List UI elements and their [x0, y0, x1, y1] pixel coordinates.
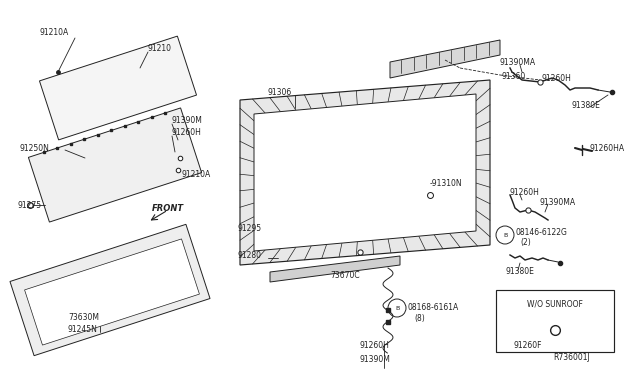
Text: 91390MA: 91390MA — [540, 198, 576, 206]
Text: 91390M: 91390M — [172, 115, 203, 125]
Text: 91280: 91280 — [238, 250, 262, 260]
Polygon shape — [28, 108, 202, 222]
Text: 91390M: 91390M — [360, 356, 391, 365]
Polygon shape — [270, 256, 400, 282]
Text: 91210: 91210 — [148, 44, 172, 52]
Text: 91245N: 91245N — [68, 326, 98, 334]
Text: 91360: 91360 — [502, 71, 526, 80]
Text: R736001J: R736001J — [553, 353, 590, 362]
Text: -91310N: -91310N — [430, 179, 463, 187]
Text: 91260H: 91260H — [542, 74, 572, 83]
Text: 91250N: 91250N — [20, 144, 50, 153]
Text: FRONT: FRONT — [152, 203, 184, 212]
Text: B: B — [395, 305, 399, 311]
Text: 91260HA: 91260HA — [590, 144, 625, 153]
Text: 91295: 91295 — [238, 224, 262, 232]
Polygon shape — [254, 94, 476, 251]
Polygon shape — [240, 80, 490, 265]
Text: 91380E: 91380E — [572, 100, 601, 109]
Text: 91210A: 91210A — [40, 28, 69, 36]
Text: 91260F: 91260F — [514, 341, 543, 350]
Polygon shape — [390, 40, 500, 78]
Text: 08168-6161A: 08168-6161A — [408, 304, 460, 312]
Text: 91380E: 91380E — [506, 267, 535, 276]
FancyBboxPatch shape — [496, 290, 614, 352]
Text: 91275: 91275 — [18, 201, 42, 209]
Text: 91306: 91306 — [268, 87, 292, 96]
Text: W/O SUNROOF: W/O SUNROOF — [527, 299, 583, 308]
Text: (8): (8) — [414, 314, 425, 323]
Text: 91210A: 91210A — [182, 170, 211, 179]
Text: 91260H: 91260H — [360, 340, 390, 350]
Text: (2): (2) — [520, 237, 531, 247]
Text: 08146-6122G: 08146-6122G — [516, 228, 568, 237]
Text: 73670C: 73670C — [330, 270, 360, 279]
Text: 91390MA: 91390MA — [500, 58, 536, 67]
Polygon shape — [24, 239, 200, 345]
Text: 91260H: 91260H — [510, 187, 540, 196]
Polygon shape — [10, 224, 210, 356]
Polygon shape — [40, 36, 196, 140]
Text: B: B — [503, 232, 507, 237]
Text: 91260H: 91260H — [172, 128, 202, 137]
Text: 73630M: 73630M — [68, 314, 99, 323]
